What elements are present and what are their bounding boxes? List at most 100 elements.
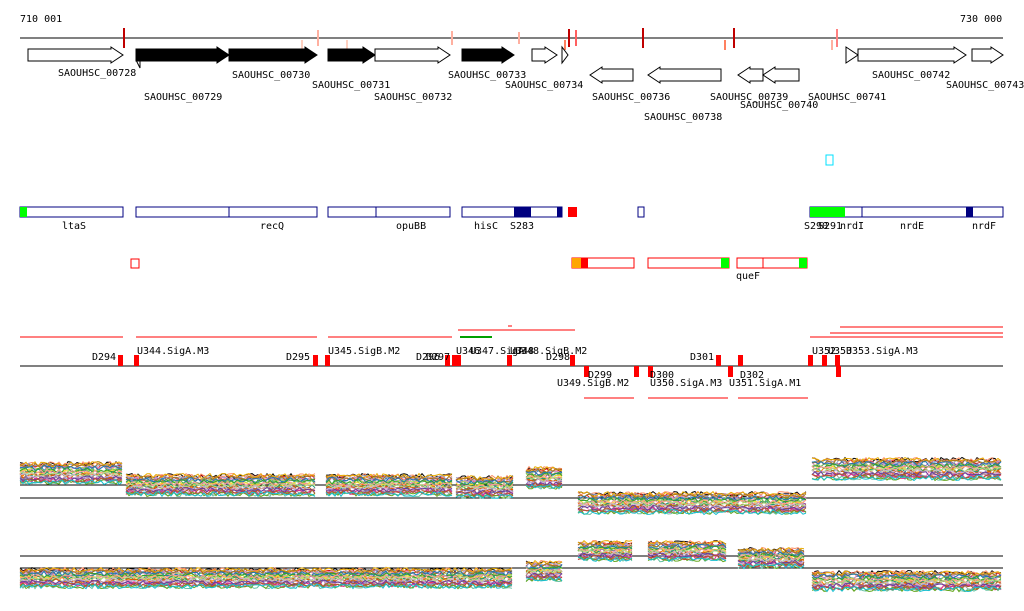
profile-series (455, 475, 514, 482)
gene-label: SAOUHSC_00736 (592, 92, 670, 103)
profile-series (811, 463, 1002, 470)
profile-series (19, 479, 123, 486)
segment-label: U352 (812, 346, 836, 357)
gene-arrow (762, 66, 800, 84)
gene-label: SAOUHSC_00734 (505, 80, 583, 91)
segment-label: D296 (416, 352, 440, 363)
profile-series (811, 584, 1002, 591)
segment-label: U353.SigA.M3 (846, 346, 918, 357)
gene-label: SAOUHSC_00741 (808, 92, 886, 103)
profile-series (125, 472, 316, 479)
segment-label: D298 (546, 352, 570, 363)
profile-series (19, 568, 513, 575)
gene-label: SAOUHSC_00728 (58, 68, 136, 79)
annotation-box (19, 206, 124, 218)
segment-label: U346 (456, 346, 480, 357)
annotation-red (581, 258, 588, 268)
segment-marker (452, 355, 457, 366)
profile-series (577, 547, 633, 554)
annotation-filled (514, 207, 531, 217)
segment-marker (634, 366, 639, 377)
profile-series (325, 472, 453, 480)
profile-series (577, 551, 633, 557)
gene-arrow (374, 46, 451, 64)
gene-label: SAOUHSC_00731 (312, 80, 390, 91)
profile-series (525, 570, 563, 578)
annotation-filled (966, 207, 973, 217)
segment-marker (507, 355, 512, 366)
gene-label: SAOUHSC_00743 (946, 80, 1024, 91)
profile-series (325, 485, 453, 492)
profile-series (577, 496, 807, 504)
segment-label: U351.SigA.M1 (729, 378, 801, 389)
gene-arrow (737, 66, 764, 84)
gene-arrow (561, 45, 569, 65)
annotation-box (327, 206, 451, 218)
segment-marker (822, 355, 827, 366)
profile-series (525, 482, 563, 488)
profile-series (577, 539, 633, 546)
profile-series (577, 544, 633, 550)
profile-series (125, 474, 316, 481)
annotation-red (568, 207, 577, 217)
profile-series (577, 502, 807, 510)
expression-profile-track (19, 456, 1003, 593)
profile-series (647, 552, 727, 559)
segment-marker (456, 355, 461, 366)
profile-series (577, 556, 633, 563)
gene-label: SAOUHSC_00738 (644, 112, 722, 123)
profile-series (577, 494, 807, 502)
segment-label: D295 (286, 352, 310, 363)
profile-series (19, 472, 123, 480)
profile-series (125, 484, 316, 491)
annotation-label: opuBB (396, 221, 426, 232)
annotation-green (20, 207, 27, 217)
annotation-label: queF (736, 271, 760, 282)
segment-marker (836, 366, 841, 377)
profile-series (577, 549, 633, 556)
profile-series (811, 468, 1001, 476)
cyan-marker (825, 154, 834, 166)
profile-series (577, 507, 807, 513)
segment-label: U353 (828, 346, 852, 357)
profile-series (325, 490, 453, 498)
profile-series (19, 582, 513, 590)
segment-marker (835, 355, 840, 366)
profile-series (811, 580, 1002, 587)
profile-series (577, 545, 633, 551)
profile-series (455, 493, 514, 499)
profile-series (525, 572, 563, 579)
gene-label: SAOUHSC_00732 (374, 92, 452, 103)
profile-series (125, 472, 316, 480)
annotation-label: nrdF (972, 221, 996, 232)
annotation-red-box (130, 258, 140, 269)
coordinate-axis: 710 001 730 000 (20, 14, 1003, 50)
profile-series (647, 547, 727, 554)
profile-series (455, 485, 514, 491)
profile-series (577, 540, 633, 547)
gene-arrow (461, 46, 515, 64)
segment-marker (445, 355, 450, 366)
axis-start-label: 710 001 (20, 14, 62, 25)
profile-series (577, 508, 807, 516)
annotation-green (810, 207, 845, 217)
profile-series (325, 487, 453, 494)
segment-label: U349.SigB.M2 (557, 378, 629, 389)
annotation-box (461, 206, 563, 218)
profile-series (525, 468, 562, 474)
segment-label: D300 (650, 370, 674, 381)
axis-end-label: 730 000 (960, 14, 1002, 25)
segment-label: D302 (740, 370, 764, 381)
profile-series (577, 542, 633, 548)
profile-series (525, 561, 563, 568)
profile-series (525, 567, 563, 573)
segment-label: D297 (426, 352, 450, 363)
segment-marker (728, 366, 733, 377)
annotation-label: S283 (510, 221, 534, 232)
gene-arrow (971, 46, 1004, 64)
annotation-label: hisC (474, 221, 498, 232)
annotation-label: nrdI (840, 221, 864, 232)
profile-series (325, 477, 453, 484)
profile-series (125, 490, 316, 498)
